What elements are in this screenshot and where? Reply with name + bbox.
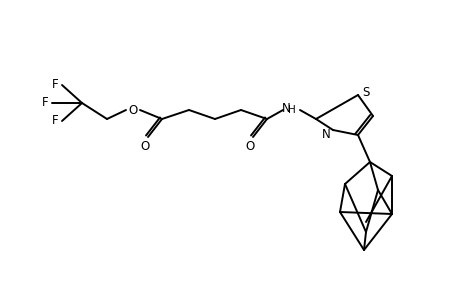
Text: F: F xyxy=(51,115,58,128)
Text: O: O xyxy=(140,140,149,154)
Text: S: S xyxy=(362,85,369,98)
Text: H: H xyxy=(287,105,295,115)
Text: O: O xyxy=(245,140,254,154)
Text: N: N xyxy=(281,101,290,115)
Text: F: F xyxy=(42,97,48,110)
Text: F: F xyxy=(51,79,58,92)
Text: N: N xyxy=(321,128,330,142)
Text: O: O xyxy=(128,103,137,116)
